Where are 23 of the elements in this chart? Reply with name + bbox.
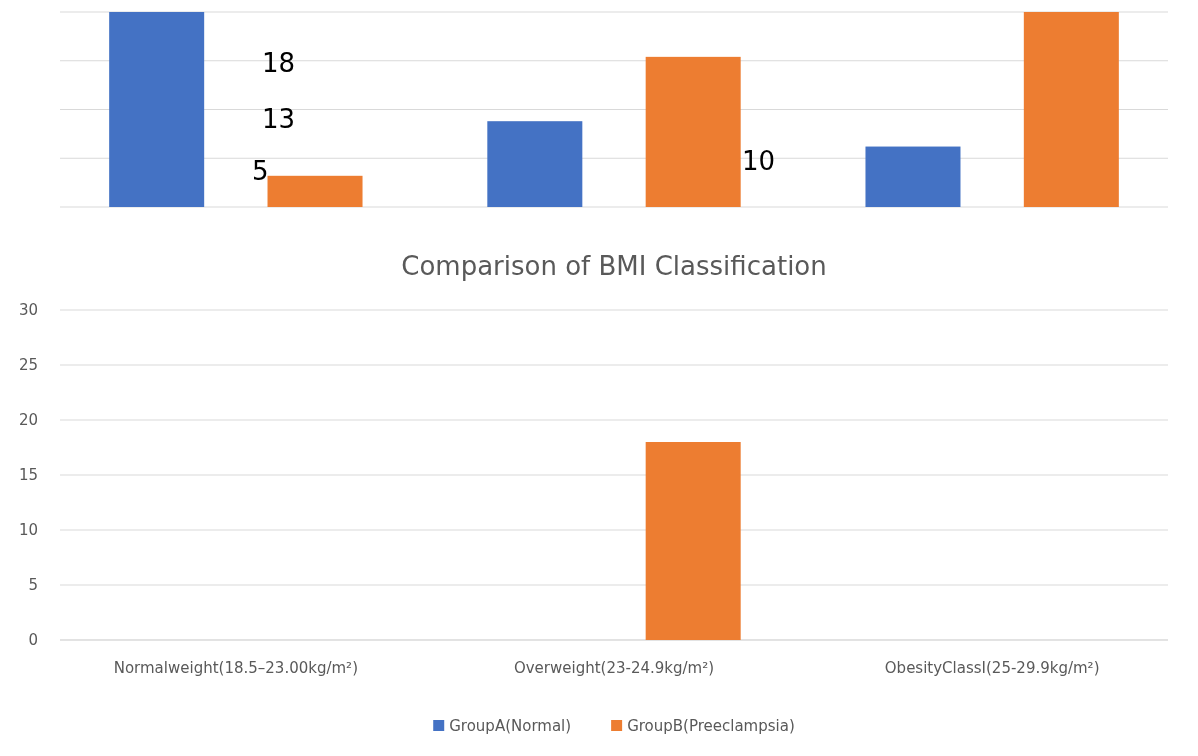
y-tick-label: 10 [18,521,38,540]
bar [865,146,961,207]
bar [267,175,363,207]
annotation: 18 [262,48,296,78]
annotation: 13 [262,104,296,134]
y-tick-label: 5 [28,576,38,595]
x-tick-label: ObesityClassI(25-29.9kg/m²) [884,658,1100,677]
y-tick-label: 20 [18,411,38,430]
y-tick-label: 25 [18,356,38,375]
chart-title: Comparison of BMI Classification [401,251,827,281]
x-tick-label: Normalweight(18.5–23.00kg/m²) [113,658,358,677]
bar [1023,12,1119,207]
legend-label: GroupA(Normal) [449,717,572,735]
y-tick-label: 15 [18,466,38,485]
legend-label: GroupB(Preeclampsia) [627,717,795,735]
bar [645,56,741,207]
bar [109,12,205,207]
x-tick-label: Overweight(23-24.9kg/m²) [513,658,715,677]
y-tick-label: 30 [18,301,38,320]
annotation: 10 [742,146,776,176]
y-tick-label: 0 [28,631,38,650]
annotation: 5 [252,156,269,186]
bar [487,121,583,207]
